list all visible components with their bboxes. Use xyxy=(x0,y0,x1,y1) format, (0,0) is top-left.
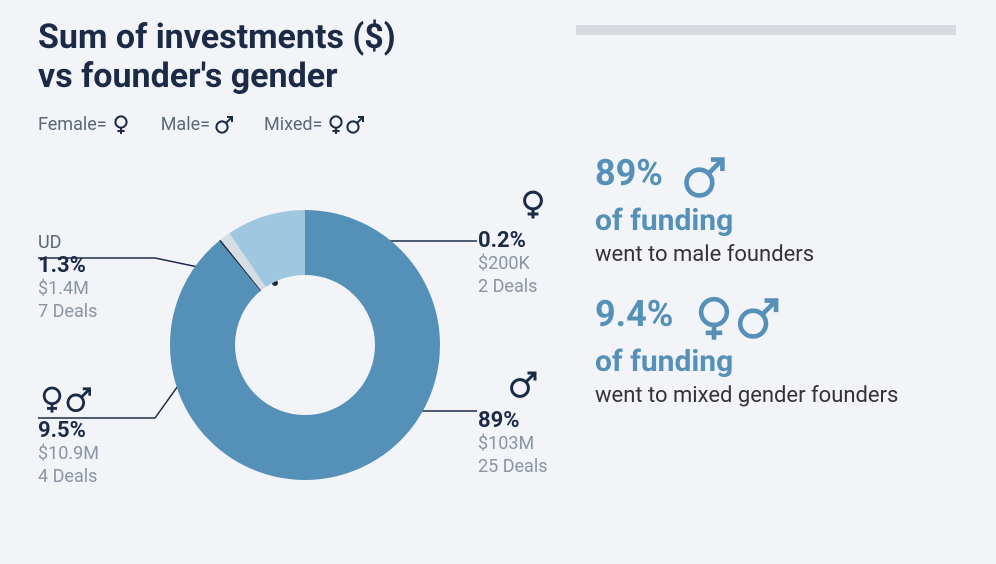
legend: Female= Male= Mixed= xyxy=(38,114,364,135)
callout-pct: 0.2% xyxy=(478,228,548,253)
highlight-desc: went to male founders xyxy=(595,242,965,268)
slice-male xyxy=(203,243,408,448)
donut-chart xyxy=(170,210,440,480)
callout-amount: $200K xyxy=(478,253,548,276)
legend-label: Male= xyxy=(161,114,210,135)
callout-ud: UD 1.3% $1.4M 7 Deals xyxy=(38,232,97,323)
rule-bar xyxy=(576,25,956,35)
callout-amount: $103M xyxy=(478,433,548,456)
callout-name: UD xyxy=(38,232,97,253)
callout-male: 89% $103M 25 Deals xyxy=(478,370,548,478)
female-icon xyxy=(518,190,548,220)
highlight-mixed: 9.4% of funding went to mixed gender fou… xyxy=(595,296,965,409)
female-icon xyxy=(111,115,131,135)
callout-mixed: 9.5% $10.9M 4 Deals xyxy=(38,386,99,488)
highlight-of: of funding xyxy=(595,344,965,379)
callout-deals: 7 Deals xyxy=(38,301,97,324)
legend-label: Female= xyxy=(38,114,107,135)
callout-pct: 9.5% xyxy=(38,418,99,443)
page-title: Sum of investments ($)vs founder's gende… xyxy=(38,18,396,96)
callout-deals: 25 Deals xyxy=(478,456,548,479)
mixed-icon xyxy=(38,386,99,414)
callout-amount: $1.4M xyxy=(38,278,97,301)
male-icon xyxy=(508,370,548,400)
callout-pct: 1.3% xyxy=(38,253,97,278)
callout-deals: 4 Deals xyxy=(38,466,99,489)
chart-page: Sum of investments ($)vs founder's gende… xyxy=(0,0,996,564)
highlight-desc: went to mixed gender founders xyxy=(595,383,965,409)
highlights: 89% of funding went to male founders 9.4… xyxy=(595,155,965,438)
legend-item-male: Male= xyxy=(161,114,234,135)
male-icon xyxy=(214,115,234,135)
legend-label: Mixed= xyxy=(264,114,322,135)
male-icon xyxy=(681,155,727,201)
highlight-of: of funding xyxy=(595,203,965,238)
legend-item-mixed: Mixed= xyxy=(264,114,364,135)
callout-amount: $10.9M xyxy=(38,443,99,466)
legend-item-female: Female= xyxy=(38,114,131,135)
callout-pct: 89% xyxy=(478,408,548,433)
highlight-pct: 9.4% xyxy=(595,296,673,332)
mixed-icon xyxy=(691,296,778,342)
highlight-pct: 89% xyxy=(595,155,663,191)
callout-female: 0.2% $200K 2 Deals xyxy=(478,190,548,298)
mixed-icon xyxy=(326,115,364,135)
highlight-male: 89% of funding went to male founders xyxy=(595,155,965,268)
callout-deals: 2 Deals xyxy=(478,276,548,299)
